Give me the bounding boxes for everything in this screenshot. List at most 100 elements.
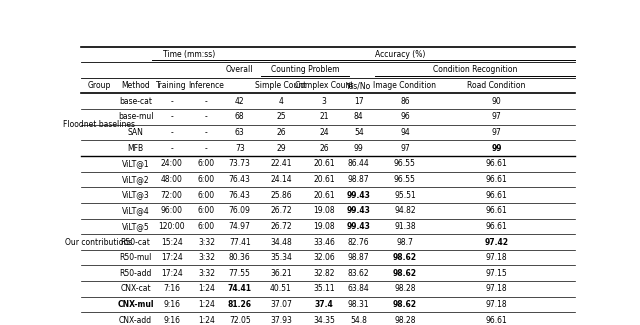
Text: 86: 86 (400, 97, 410, 106)
Text: 1:24: 1:24 (198, 284, 215, 293)
Text: 34.35: 34.35 (313, 316, 335, 325)
Text: 24:00: 24:00 (161, 159, 182, 168)
Text: 96.61: 96.61 (486, 316, 508, 325)
Text: 96.61: 96.61 (486, 175, 508, 184)
Text: base-mul: base-mul (118, 112, 154, 122)
Text: 6:00: 6:00 (198, 159, 215, 168)
Text: 25: 25 (276, 112, 285, 122)
Text: 73: 73 (235, 144, 244, 153)
Text: -: - (170, 112, 173, 122)
Text: 74.41: 74.41 (228, 284, 252, 293)
Text: 3:32: 3:32 (198, 269, 215, 278)
Text: -: - (170, 128, 173, 137)
Text: 96.55: 96.55 (394, 175, 416, 184)
Text: 84: 84 (354, 112, 364, 122)
Text: 32.06: 32.06 (313, 253, 335, 262)
Text: 98.31: 98.31 (348, 300, 369, 309)
Text: Complex Count: Complex Count (295, 81, 353, 90)
Text: 35.34: 35.34 (270, 253, 292, 262)
Text: 26: 26 (319, 144, 329, 153)
Text: Road Condition: Road Condition (467, 81, 526, 90)
Text: CNX-cat: CNX-cat (120, 284, 151, 293)
Text: 98.7: 98.7 (396, 238, 413, 247)
Text: 76.43: 76.43 (228, 175, 251, 184)
Text: -: - (205, 97, 208, 106)
Text: 82.76: 82.76 (348, 238, 369, 247)
Text: -: - (205, 128, 208, 137)
Text: -: - (205, 112, 208, 122)
Text: 99: 99 (492, 144, 502, 153)
Text: 29: 29 (276, 144, 285, 153)
Text: Method: Method (121, 81, 150, 90)
Text: 26.72: 26.72 (270, 206, 292, 215)
Text: 96.61: 96.61 (486, 190, 508, 200)
Text: 22.41: 22.41 (270, 159, 292, 168)
Text: 1:24: 1:24 (198, 316, 215, 325)
Text: 21: 21 (319, 112, 329, 122)
Text: 73.73: 73.73 (228, 159, 251, 168)
Text: 86.44: 86.44 (348, 159, 370, 168)
Text: 98.62: 98.62 (393, 269, 417, 278)
Text: 81.26: 81.26 (228, 300, 252, 309)
Text: 90: 90 (492, 97, 502, 106)
Text: 94: 94 (400, 128, 410, 137)
Text: 77.55: 77.55 (228, 269, 251, 278)
Text: 4: 4 (278, 97, 284, 106)
Text: 37.07: 37.07 (270, 300, 292, 309)
Text: 9:16: 9:16 (163, 316, 180, 325)
Text: 40.51: 40.51 (270, 284, 292, 293)
Text: 97.18: 97.18 (486, 300, 508, 309)
Text: Condition Recognition: Condition Recognition (433, 65, 517, 74)
Text: 17:24: 17:24 (161, 269, 182, 278)
Text: ViLT@2: ViLT@2 (122, 175, 149, 184)
Text: 32.82: 32.82 (314, 269, 335, 278)
Text: 120:00: 120:00 (159, 222, 185, 231)
Text: 97: 97 (492, 128, 502, 137)
Text: 72:00: 72:00 (161, 190, 182, 200)
Text: 26: 26 (276, 128, 285, 137)
Text: 98.87: 98.87 (348, 175, 369, 184)
Text: 98.28: 98.28 (394, 316, 415, 325)
Text: 24.14: 24.14 (270, 175, 292, 184)
Text: 37.93: 37.93 (270, 316, 292, 325)
Text: 99.43: 99.43 (347, 206, 371, 215)
Text: -: - (170, 97, 173, 106)
Text: 9:16: 9:16 (163, 300, 180, 309)
Text: 76.43: 76.43 (228, 190, 251, 200)
Text: ViLT@4: ViLT@4 (122, 206, 149, 215)
Text: Inference: Inference (189, 81, 225, 90)
Text: Simple Count: Simple Count (255, 81, 307, 90)
Text: MFB: MFB (127, 144, 143, 153)
Text: -: - (205, 144, 208, 153)
Text: 97.18: 97.18 (486, 253, 508, 262)
Text: 94.82: 94.82 (394, 206, 416, 215)
Text: 91.38: 91.38 (394, 222, 416, 231)
Text: 15:24: 15:24 (161, 238, 182, 247)
Text: 33.46: 33.46 (313, 238, 335, 247)
Text: 3:32: 3:32 (198, 253, 215, 262)
Text: 6:00: 6:00 (198, 175, 215, 184)
Text: Training: Training (156, 81, 187, 90)
Text: 34.48: 34.48 (270, 238, 292, 247)
Text: SAN: SAN (127, 128, 143, 137)
Text: 74.97: 74.97 (228, 222, 251, 231)
Text: 6:00: 6:00 (198, 206, 215, 215)
Text: 20.61: 20.61 (313, 175, 335, 184)
Text: CNX-mul: CNX-mul (117, 300, 154, 309)
Text: 96.55: 96.55 (394, 159, 416, 168)
Text: R50-add: R50-add (120, 269, 152, 278)
Text: 54: 54 (354, 128, 364, 137)
Text: 3: 3 (321, 97, 326, 106)
Text: R50-mul: R50-mul (120, 253, 152, 262)
Text: 19.08: 19.08 (313, 222, 335, 231)
Text: 42: 42 (235, 97, 244, 106)
Text: 97.42: 97.42 (484, 238, 509, 247)
Text: 26.72: 26.72 (270, 222, 292, 231)
Text: Accuracy (%): Accuracy (%) (375, 50, 425, 59)
Text: ViLT@3: ViLT@3 (122, 190, 149, 200)
Text: 80.36: 80.36 (229, 253, 251, 262)
Text: 98.62: 98.62 (393, 300, 417, 309)
Text: 98.87: 98.87 (348, 253, 369, 262)
Text: 25.86: 25.86 (270, 190, 292, 200)
Text: 99.43: 99.43 (347, 190, 371, 200)
